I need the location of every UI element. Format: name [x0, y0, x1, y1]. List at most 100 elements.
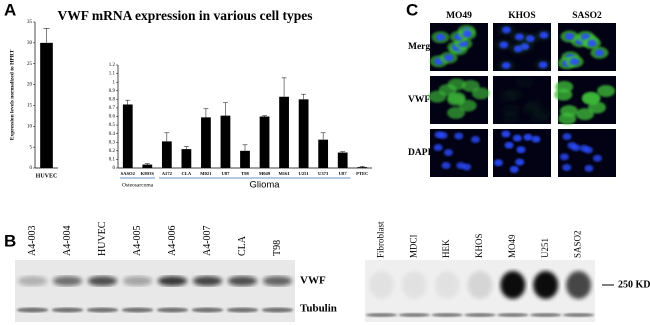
y-tick-label: 0.7	[109, 106, 116, 111]
nucleus	[501, 26, 511, 34]
blot-band	[226, 307, 259, 313]
group-label: Osteosarcoma	[122, 182, 154, 188]
blot-band	[17, 276, 48, 286]
error-bar	[164, 132, 170, 142]
blot-band	[500, 271, 526, 299]
y-axis-label: Expression levels normalized to HPRT	[9, 49, 15, 140]
nucleus	[509, 165, 519, 173]
lane-label: T98	[272, 240, 283, 256]
x-tick-label: CLA	[182, 171, 192, 176]
cell	[587, 101, 606, 114]
blot-band	[87, 276, 118, 286]
blot-band	[121, 307, 154, 313]
y-tick-label: 5	[30, 145, 33, 150]
blot-band	[16, 307, 49, 313]
nucleus	[493, 159, 503, 167]
western-blots: A4-003 A4-004 HUVEC A4-005 A4-006 A4-007 CLA T9…	[15, 221, 650, 322]
nucleus	[433, 144, 443, 152]
blot-band	[227, 276, 258, 286]
nucleus	[515, 158, 525, 166]
y-tick-label: 20	[27, 83, 33, 88]
nucleus	[501, 130, 511, 138]
lane-label: A4-004	[62, 225, 73, 256]
blot-band	[566, 271, 592, 299]
lane-label: U251	[540, 238, 550, 258]
row-label: DAPI	[408, 148, 432, 158]
panel-letter: B	[4, 231, 16, 250]
cell	[499, 89, 518, 102]
blot-band	[533, 271, 559, 299]
cell	[597, 85, 616, 98]
cell	[438, 83, 457, 96]
error-bar	[359, 166, 365, 168]
bar	[142, 164, 153, 168]
nucleus	[444, 54, 454, 62]
nucleus	[434, 131, 444, 139]
x-tick-label: M021	[200, 171, 212, 176]
nucleus	[584, 164, 594, 172]
y-tick-label: 0.8	[109, 97, 116, 102]
nucleus	[516, 146, 526, 154]
cell	[461, 80, 480, 93]
lane-label: SASO2	[573, 230, 583, 258]
column-header: SASO2	[572, 11, 602, 21]
error-bar	[262, 115, 267, 117]
nucleus	[504, 141, 514, 149]
blot-band	[262, 276, 293, 286]
error-bar	[281, 77, 287, 97]
cell	[515, 75, 534, 88]
bar	[181, 149, 192, 168]
bar	[201, 117, 211, 168]
cell	[575, 108, 594, 121]
nucleus	[567, 142, 577, 150]
blot-band	[467, 271, 493, 299]
x-tick-label: U87	[339, 171, 348, 176]
nucleus	[565, 33, 575, 41]
blot-band	[431, 313, 463, 317]
lane-label: Fibroblast	[375, 221, 385, 258]
lane-label: A4-006	[167, 225, 178, 256]
lane-label: HEK	[441, 239, 451, 258]
y-tick-label: 1	[113, 80, 116, 85]
lane-label: MDCI	[408, 234, 418, 258]
cell	[447, 106, 466, 119]
blot-band	[434, 271, 460, 299]
bar	[298, 99, 309, 168]
bar	[279, 96, 289, 168]
nucleus	[512, 134, 522, 142]
lane-label: A4-005	[132, 225, 143, 256]
blot-band	[191, 307, 224, 313]
nucleus	[569, 58, 579, 66]
nucleus	[531, 135, 541, 143]
y-tick-label: 25	[27, 62, 33, 67]
bar	[122, 104, 133, 168]
blot-band	[368, 271, 394, 299]
nucleus	[539, 31, 549, 39]
nucleus	[443, 149, 453, 157]
blot-band	[157, 276, 188, 286]
y-tick-label: 0.2	[109, 149, 116, 154]
error-bar	[43, 28, 50, 43]
nucleus	[441, 162, 451, 170]
y-tick-label: 35	[27, 20, 33, 25]
blot-band	[192, 276, 223, 286]
y-tick-label: 1.1	[109, 72, 116, 77]
column-header: KHOS	[508, 11, 535, 21]
x-tick-label: U373	[318, 171, 329, 176]
error-bar	[223, 102, 228, 116]
nucleus	[587, 39, 597, 47]
bar	[357, 167, 368, 168]
error-bar	[144, 163, 150, 165]
blot-band	[156, 307, 189, 313]
chart-title: VWF mRNA expression in various cell type…	[58, 8, 313, 23]
x-tick-label: HUVEC	[36, 173, 58, 179]
bar	[337, 152, 348, 168]
panel-letter: A	[4, 0, 16, 19]
blot-band	[464, 313, 496, 317]
nucleus	[538, 61, 548, 69]
blot-band	[261, 307, 294, 313]
x-tick-label: PTEC	[356, 171, 368, 176]
bar	[259, 116, 270, 168]
lane-label: A4-003	[27, 225, 38, 256]
error-bar	[320, 132, 326, 140]
